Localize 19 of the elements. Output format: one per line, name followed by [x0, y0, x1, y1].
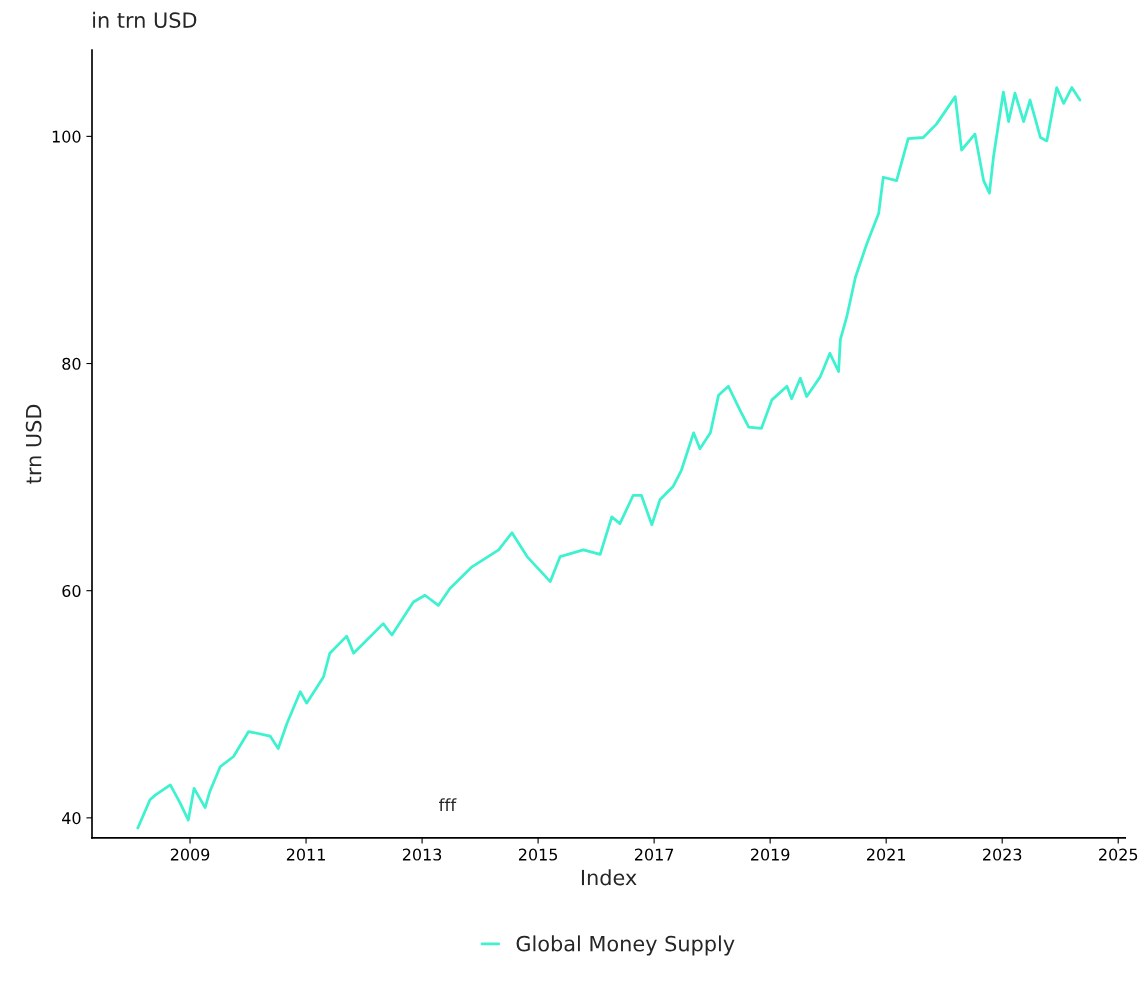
- x-tick-label: 2017: [634, 848, 674, 861]
- x-tick-label: 2025: [1099, 848, 1138, 861]
- y-axis-title: trn USD: [25, 404, 42, 484]
- chart-title: in trn USD: [93, 11, 197, 28]
- annotation: fff: [438, 798, 457, 811]
- x-axis-title: Index: [581, 869, 637, 886]
- x-tick-label: 2011: [286, 848, 325, 861]
- y-tick-label: 100: [52, 130, 81, 143]
- x-tick-label: 2015: [518, 848, 558, 861]
- line-series: [136, 86, 1082, 830]
- x-tick-label: 2021: [867, 848, 906, 861]
- x-tick-label: 2009: [170, 848, 210, 861]
- x-tick-label: 2013: [402, 848, 442, 861]
- y-tick-label: 40: [62, 812, 81, 825]
- legend-label: Global Money Supply: [516, 935, 735, 956]
- y-tick-label: 60: [62, 584, 81, 597]
- x-tick-label: 2023: [983, 848, 1022, 861]
- x-tick-label: 2019: [751, 848, 790, 861]
- y-tick-label: 80: [62, 357, 81, 370]
